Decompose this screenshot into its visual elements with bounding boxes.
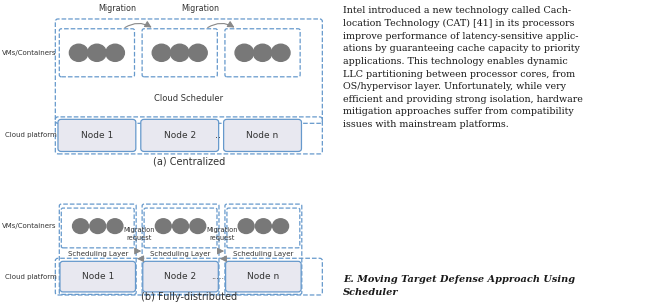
Text: Cloud platform: Cloud platform bbox=[5, 274, 56, 280]
Text: Migration: Migration bbox=[98, 4, 136, 13]
Text: Node n: Node n bbox=[247, 272, 279, 281]
Text: Intel introduced a new technology called Cach-
location Technology (CAT) [41] in: Intel introduced a new technology called… bbox=[343, 6, 583, 129]
Text: Node 1: Node 1 bbox=[81, 131, 113, 140]
Text: Cloud platform: Cloud platform bbox=[5, 132, 56, 138]
Text: VMs/Containers: VMs/Containers bbox=[2, 50, 56, 56]
Circle shape bbox=[235, 44, 254, 61]
Circle shape bbox=[190, 219, 206, 233]
Text: Node 2: Node 2 bbox=[163, 131, 195, 140]
Text: Node 1: Node 1 bbox=[81, 272, 114, 281]
Circle shape bbox=[70, 44, 88, 61]
FancyBboxPatch shape bbox=[143, 261, 218, 292]
Text: Node n: Node n bbox=[247, 131, 279, 140]
Circle shape bbox=[90, 219, 106, 233]
Text: Node 2: Node 2 bbox=[165, 272, 197, 281]
Text: Migration: Migration bbox=[182, 4, 219, 13]
Text: Scheduling Layer: Scheduling Layer bbox=[150, 251, 211, 257]
Text: Cloud Scheduler: Cloud Scheduler bbox=[154, 94, 224, 103]
Circle shape bbox=[253, 44, 272, 61]
Circle shape bbox=[189, 44, 207, 61]
FancyBboxPatch shape bbox=[226, 261, 301, 292]
Text: .....: ..... bbox=[211, 272, 224, 281]
Text: Scheduling Layer: Scheduling Layer bbox=[68, 251, 128, 257]
Text: Migration
request: Migration request bbox=[123, 227, 155, 241]
Circle shape bbox=[238, 219, 254, 233]
Circle shape bbox=[171, 44, 189, 61]
Text: (b) Fully-distributed: (b) Fully-distributed bbox=[141, 292, 237, 302]
Circle shape bbox=[155, 219, 171, 233]
Text: (a) Centralized: (a) Centralized bbox=[153, 157, 225, 167]
Circle shape bbox=[88, 44, 106, 61]
Circle shape bbox=[107, 219, 123, 233]
Circle shape bbox=[106, 44, 125, 61]
Circle shape bbox=[255, 219, 272, 233]
Text: ..: .. bbox=[215, 130, 221, 140]
Circle shape bbox=[273, 219, 289, 233]
Text: E. Moving Target Defense Approach Using
Scheduler: E. Moving Target Defense Approach Using … bbox=[343, 275, 575, 297]
FancyBboxPatch shape bbox=[60, 261, 136, 292]
Circle shape bbox=[272, 44, 290, 61]
FancyBboxPatch shape bbox=[58, 119, 136, 151]
Circle shape bbox=[173, 219, 188, 233]
FancyBboxPatch shape bbox=[224, 119, 302, 151]
Circle shape bbox=[152, 44, 171, 61]
Text: Scheduling Layer: Scheduling Layer bbox=[233, 251, 293, 257]
FancyBboxPatch shape bbox=[141, 119, 218, 151]
Text: VMs/Containers: VMs/Containers bbox=[2, 223, 56, 229]
Text: Migration
request: Migration request bbox=[206, 227, 237, 241]
Circle shape bbox=[73, 219, 89, 233]
